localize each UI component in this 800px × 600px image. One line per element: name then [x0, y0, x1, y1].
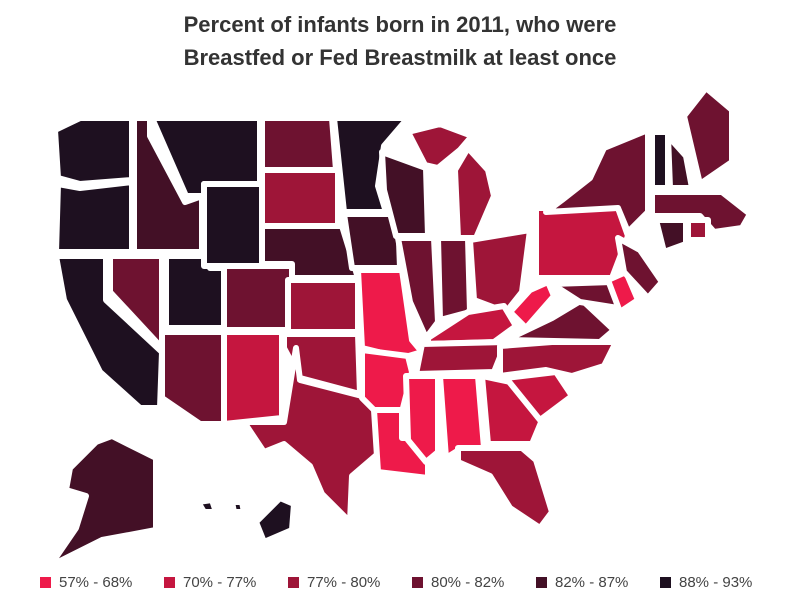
legend-swatch: [536, 577, 547, 588]
state-wy: [201, 181, 265, 269]
state-ny: [543, 127, 651, 235]
state-tn: [413, 339, 509, 377]
legend-swatch: [412, 577, 423, 588]
state-il: [395, 235, 441, 341]
state-sc: [503, 369, 575, 423]
state-nc: [497, 339, 619, 379]
state-nj: [615, 235, 665, 301]
state-nd: [259, 115, 339, 173]
state-tx: [241, 345, 383, 525]
state-mi: [452, 145, 497, 241]
state-nh: [665, 133, 695, 191]
legend-item: 88% - 93%: [660, 574, 784, 591]
legend-label: 82% - 87%: [555, 574, 629, 591]
legend-label: 57% - 68%: [59, 574, 133, 591]
state-pa: [533, 205, 631, 281]
chart-title: Percent of infants born in 2011, who wer…: [0, 8, 800, 74]
legend-item: 70% - 77%: [164, 574, 288, 591]
state-wv: [507, 279, 557, 331]
state-or: [53, 179, 135, 255]
legend-item: 77% - 80%: [288, 574, 412, 591]
state-ca: [53, 253, 165, 411]
state-in: [435, 235, 473, 323]
legend-swatch: [660, 577, 671, 588]
legend-item: 57% - 68%: [40, 574, 164, 591]
state-me: [681, 85, 735, 187]
state-ma: [649, 189, 753, 235]
legend-swatch: [40, 577, 51, 588]
legend-label: 80% - 82%: [431, 574, 505, 591]
state-va: [503, 297, 617, 345]
legend-swatch: [164, 577, 175, 588]
legend-label: 77% - 80%: [307, 574, 381, 591]
legend-item: 80% - 82%: [412, 574, 536, 591]
legend-label: 88% - 93%: [679, 574, 753, 591]
title-line-2: Breastfed or Fed Breastmilk at least onc…: [183, 45, 617, 70]
state-ks: [285, 277, 361, 335]
legend: 57% - 68% 70% - 77% 77% - 80% 80% - 82% …: [40, 574, 784, 591]
state-de: [605, 269, 641, 315]
state-ct: [653, 217, 689, 255]
state-az: [159, 329, 227, 427]
state-sd: [259, 167, 341, 229]
state-fl: [455, 445, 555, 531]
state-ms: [403, 373, 441, 465]
title-line-1: Percent of infants born in 2011, who wer…: [183, 12, 617, 37]
state-hi: [253, 495, 297, 545]
state-ri: [685, 217, 711, 243]
legend-item: 82% - 87%: [536, 574, 660, 591]
state-hi: [229, 499, 247, 515]
state-co: [221, 263, 295, 333]
state-ak: [47, 433, 159, 569]
state-oh: [467, 227, 533, 315]
legend-label: 70% - 77%: [183, 574, 257, 591]
state-nm: [221, 329, 285, 427]
state-hi: [195, 497, 219, 515]
legend-swatch: [288, 577, 299, 588]
state-mi: [405, 121, 475, 171]
state-wa: [52, 115, 135, 187]
